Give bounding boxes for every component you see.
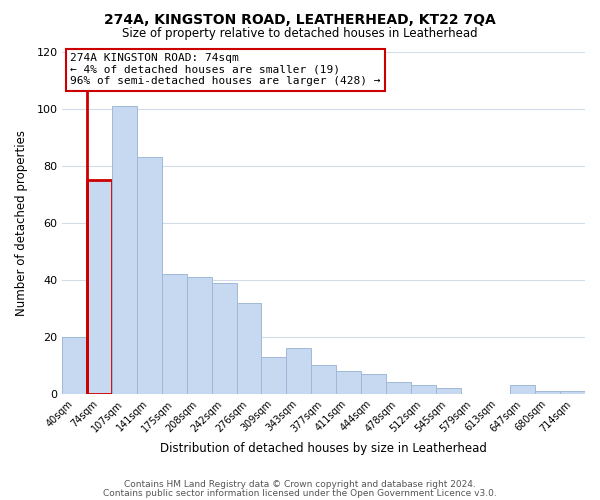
Bar xyxy=(311,366,336,394)
Bar xyxy=(361,374,386,394)
Text: 274A KINGSTON ROAD: 74sqm
← 4% of detached houses are smaller (19)
96% of semi-d: 274A KINGSTON ROAD: 74sqm ← 4% of detach… xyxy=(70,53,380,86)
Bar xyxy=(137,157,162,394)
Bar xyxy=(112,106,137,394)
Bar xyxy=(162,274,187,394)
Bar xyxy=(286,348,311,394)
Text: 274A, KINGSTON ROAD, LEATHERHEAD, KT22 7QA: 274A, KINGSTON ROAD, LEATHERHEAD, KT22 7… xyxy=(104,12,496,26)
Bar xyxy=(236,302,262,394)
Bar xyxy=(87,180,112,394)
Y-axis label: Number of detached properties: Number of detached properties xyxy=(15,130,28,316)
Text: Size of property relative to detached houses in Leatherhead: Size of property relative to detached ho… xyxy=(122,26,478,40)
Bar xyxy=(212,282,236,394)
Bar xyxy=(386,382,411,394)
X-axis label: Distribution of detached houses by size in Leatherhead: Distribution of detached houses by size … xyxy=(160,442,487,455)
Bar xyxy=(62,337,87,394)
Bar xyxy=(411,386,436,394)
Bar xyxy=(436,388,461,394)
Bar xyxy=(560,391,585,394)
Text: Contains public sector information licensed under the Open Government Licence v3: Contains public sector information licen… xyxy=(103,488,497,498)
Text: Contains HM Land Registry data © Crown copyright and database right 2024.: Contains HM Land Registry data © Crown c… xyxy=(124,480,476,489)
Bar xyxy=(262,357,286,394)
Bar xyxy=(187,277,212,394)
Bar xyxy=(511,386,535,394)
Bar xyxy=(535,391,560,394)
Bar xyxy=(336,371,361,394)
